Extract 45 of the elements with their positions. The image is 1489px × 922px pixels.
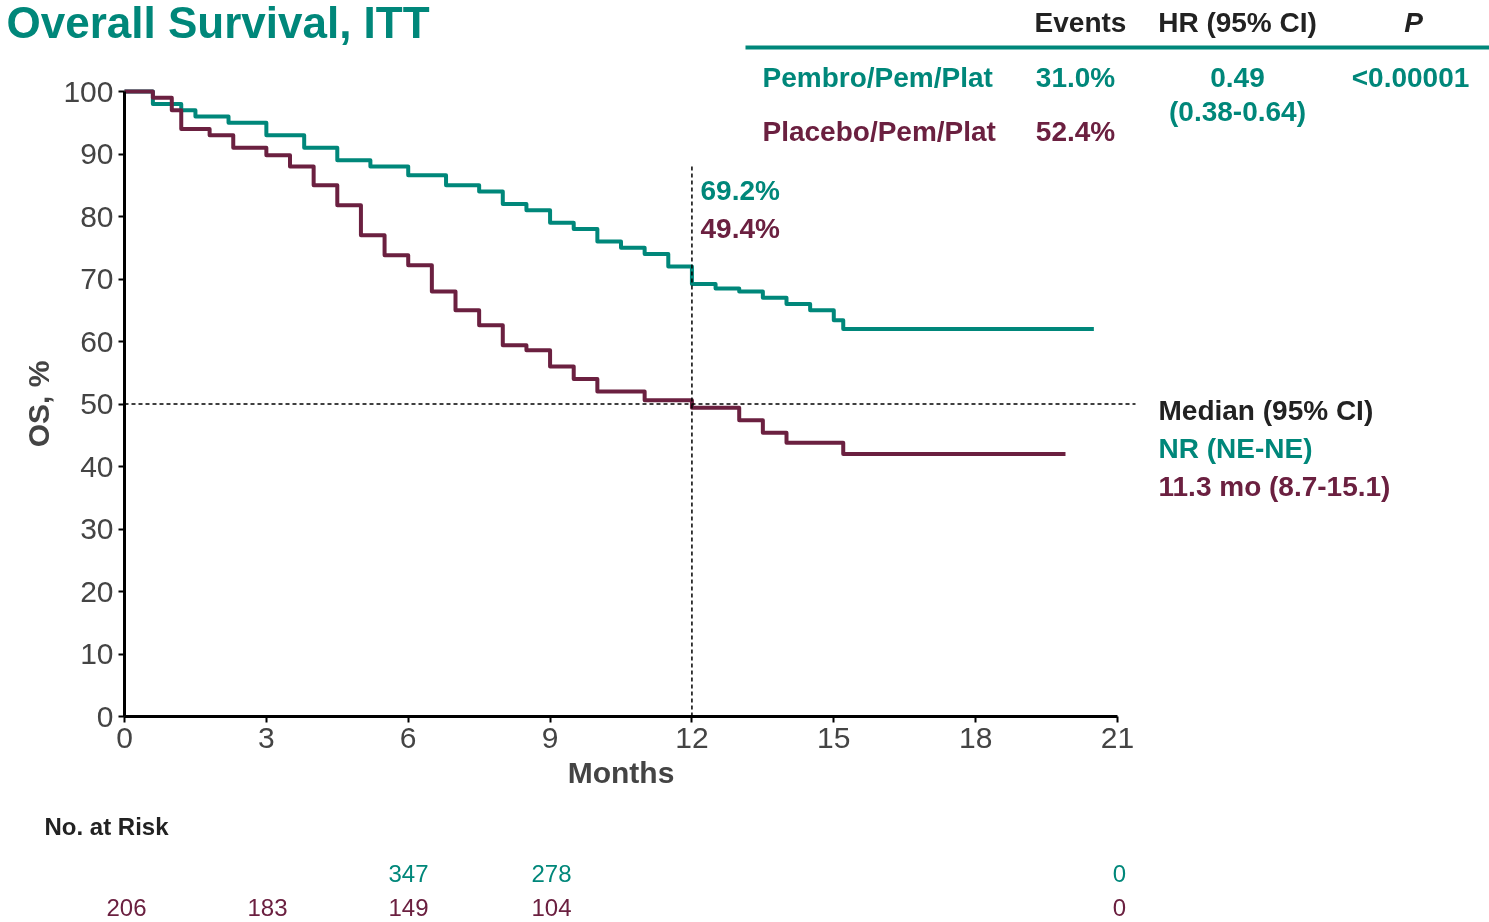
x-tick-label: 18 <box>958 720 993 754</box>
x-tick-label: 6 <box>399 720 417 754</box>
y-tick-label: 100 <box>63 74 114 108</box>
text: HR (95% CI) <box>1158 7 1317 38</box>
y-tick-label: 70 <box>80 262 114 295</box>
text: 0.49 <box>1210 62 1265 93</box>
text: 347 <box>388 860 429 887</box>
y-tick-label: 40 <box>80 449 114 483</box>
text: 206 <box>106 894 147 921</box>
text: Median (95% CI) <box>1158 395 1374 426</box>
text: 278 <box>531 860 572 887</box>
y-tick-label: 20 <box>80 574 114 608</box>
text: 104 <box>531 894 572 921</box>
x-tick-label: 12 <box>675 720 709 754</box>
y-axis-title: OS, % <box>22 360 56 448</box>
y-tick-label: 10 <box>80 637 114 670</box>
annotation: 31.0% <box>1035 62 1116 93</box>
annotation: 69.2% <box>700 175 780 206</box>
x-axis-title: Months <box>567 755 675 789</box>
y-tick-label: 90 <box>80 137 114 170</box>
chart-title: Overall Survival, ITT <box>6 0 430 47</box>
x-tick-label: 21 <box>1100 720 1135 754</box>
annotation: 52.4% <box>1035 116 1116 147</box>
text: <0.00001 <box>1351 62 1470 93</box>
text: 11.3 mo (8.7-15.1) <box>1158 471 1391 502</box>
text: P <box>1404 7 1424 38</box>
y-tick-label: 30 <box>80 512 114 545</box>
y-tick-label: 80 <box>80 199 114 233</box>
text: 0 <box>1112 860 1127 887</box>
annotation: 49.4% <box>700 213 780 244</box>
text: 183 <box>247 894 288 921</box>
x-tick-label: 3 <box>258 720 275 754</box>
text: 0 <box>1112 894 1127 921</box>
text: 149 <box>388 894 429 921</box>
text: No. at Risk <box>44 813 170 840</box>
text: (0.38-0.64) <box>1169 96 1306 127</box>
y-tick-label: 50 <box>80 387 114 420</box>
text: NR (NE-NE) <box>1158 433 1313 464</box>
text: Placebo/Pem/Plat <box>762 116 996 147</box>
y-tick-label: 60 <box>80 324 114 358</box>
y-tick-label: 0 <box>96 699 114 733</box>
text: Pembro/Pem/Plat <box>762 62 993 93</box>
text: Events <box>1034 7 1127 38</box>
x-tick-label: 15 <box>817 720 851 754</box>
x-tick-label: 9 <box>541 720 559 754</box>
